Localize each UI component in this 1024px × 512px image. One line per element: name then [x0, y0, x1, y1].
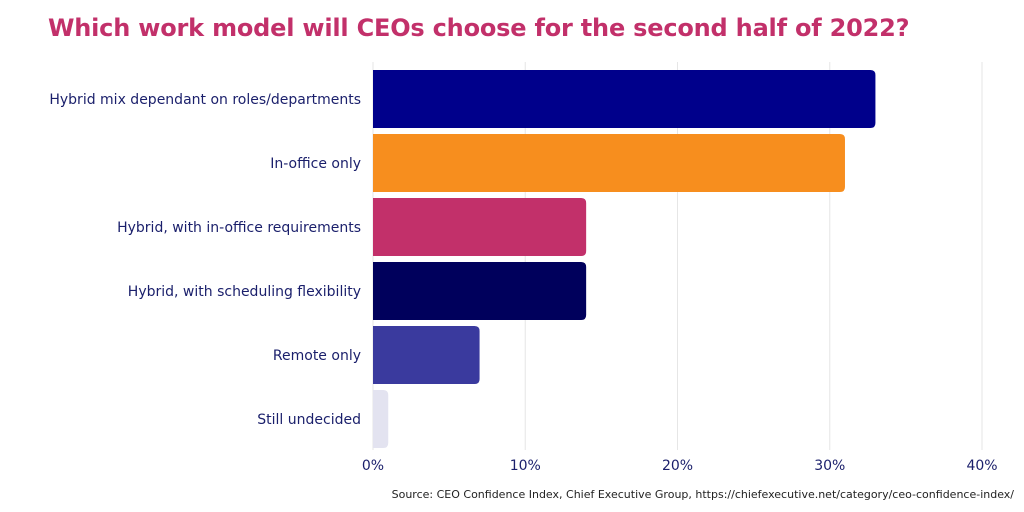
- source-note: Source: CEO Confidence Index, Chief Exec…: [391, 488, 1014, 501]
- x-tick-label: 30%: [814, 458, 845, 474]
- bars: [373, 70, 876, 448]
- x-tick-label: 40%: [966, 458, 997, 474]
- category-label: Hybrid, with in-office requirements: [117, 220, 361, 236]
- bar: [373, 70, 876, 128]
- x-axis-tick-labels: 0% 10% 20% 30% 40%: [362, 458, 998, 474]
- chart-title: Which work model will CEOs choose for th…: [48, 14, 910, 42]
- x-tick-label: 0%: [362, 458, 384, 474]
- bar: [373, 390, 389, 448]
- bar: [373, 198, 587, 256]
- bar: [373, 134, 845, 192]
- x-tick-label: 20%: [662, 458, 693, 474]
- x-tick-label: 10%: [510, 458, 541, 474]
- category-label: Hybrid mix dependant on roles/department…: [49, 92, 361, 108]
- category-label: In-office only: [270, 156, 361, 172]
- bar: [373, 326, 480, 384]
- category-label: Still undecided: [257, 412, 361, 428]
- category-label: Hybrid, with scheduling flexibility: [128, 284, 361, 300]
- category-labels: Hybrid mix dependant on roles/department…: [49, 92, 361, 428]
- category-label: Remote only: [273, 348, 361, 364]
- bar: [373, 262, 587, 320]
